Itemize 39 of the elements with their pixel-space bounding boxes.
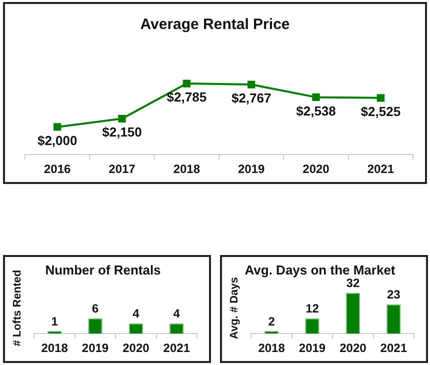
data-label: 6 (92, 302, 99, 316)
x-tick-label: 2018 (173, 162, 200, 176)
point (312, 93, 320, 102)
data-label: 4 (173, 306, 180, 321)
point (376, 94, 384, 102)
y-axis-title: # Lofts Rented (12, 270, 24, 346)
x-tick-label: 2021 (163, 341, 190, 356)
point (248, 80, 256, 88)
x-tick-label: 2020 (302, 162, 330, 176)
point (54, 123, 62, 131)
chart-title: Number of Rentals (45, 262, 161, 278)
data-label: $2,785 (166, 90, 207, 105)
data-label: $2,538 (296, 103, 336, 118)
x-tick-label: 2019 (298, 341, 326, 356)
data-label: 2 (268, 314, 276, 328)
data-label: 4 (132, 306, 140, 321)
data-label: 23 (386, 288, 401, 302)
point (118, 114, 126, 122)
x-tick-label: 2021 (380, 341, 408, 356)
data-label: $2,525 (360, 104, 401, 119)
y-axis-title: Avg. # Days (228, 277, 241, 340)
data-label: $2,000 (37, 133, 78, 148)
x-tick-label: 2018 (258, 341, 286, 356)
x-tick-label: 2019 (238, 162, 266, 176)
data-label: $2,767 (231, 90, 272, 106)
chart-title: Average Rental Price (140, 16, 290, 34)
x-tick-label: 2020 (340, 341, 367, 356)
point (182, 80, 190, 88)
data-label: 32 (346, 276, 360, 290)
x-tick-label: 2018 (41, 341, 68, 356)
chart-title: Avg. Days on the Market (244, 262, 396, 278)
x-tick-label: 2019 (82, 341, 109, 356)
data-label: 12 (306, 302, 320, 316)
data-label: 1 (51, 314, 58, 328)
x-tick-label: 2020 (122, 341, 150, 356)
data-label: $2,150 (102, 124, 142, 140)
x-tick-label: 2021 (367, 162, 394, 176)
x-tick-label: 2017 (108, 162, 136, 176)
x-tick-label: 2016 (44, 162, 72, 176)
